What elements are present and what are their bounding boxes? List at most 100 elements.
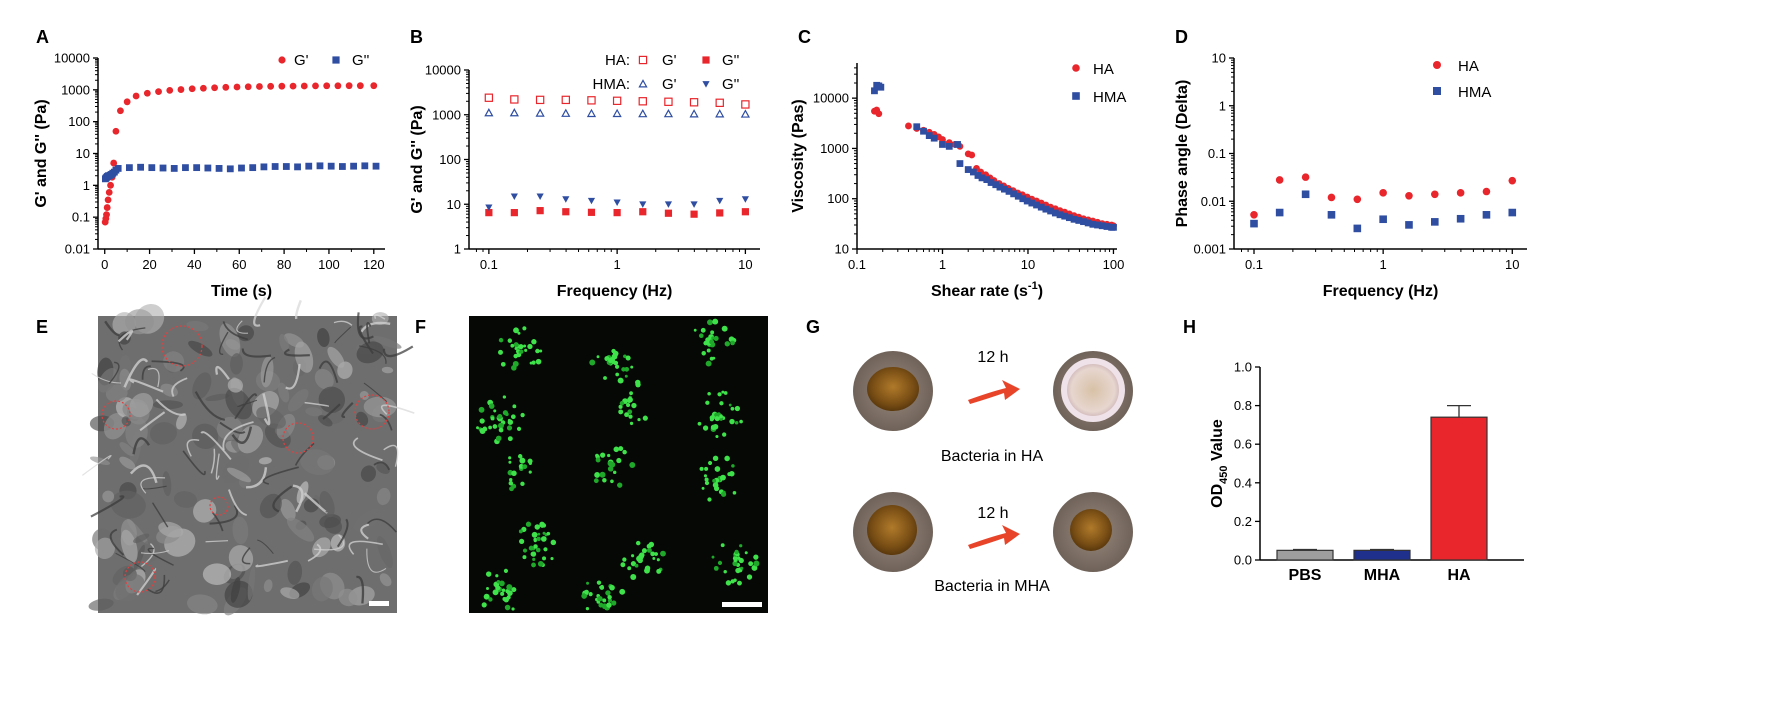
data-point xyxy=(612,96,622,105)
data-point xyxy=(1056,211,1064,219)
y-axis-label: Viscosity (Pas) xyxy=(790,99,807,213)
data-point xyxy=(260,163,268,171)
data-point xyxy=(1094,221,1101,229)
data-point xyxy=(356,82,364,90)
y-tick-label: 100 xyxy=(439,152,461,167)
sem-marker-circle xyxy=(354,394,390,430)
y-tick-label: 10 xyxy=(447,197,461,212)
data-point xyxy=(1084,219,1092,227)
y-tick-label: 10000 xyxy=(813,91,849,106)
data-point xyxy=(536,193,544,200)
legend-label: HMA xyxy=(1093,89,1126,106)
data-point xyxy=(871,87,878,95)
data-point xyxy=(561,108,571,117)
time-label: 12 h xyxy=(977,349,1008,366)
legend-label: HMA: xyxy=(593,76,631,93)
x-tick-label: 10 xyxy=(738,257,752,272)
data-point xyxy=(300,82,308,90)
data-point xyxy=(327,162,335,170)
data-point xyxy=(664,201,673,208)
data-point xyxy=(562,196,570,203)
data-point xyxy=(1051,209,1059,217)
arrow-icon xyxy=(968,380,1020,404)
data-point xyxy=(613,199,621,206)
data-point xyxy=(1023,197,1031,205)
data-point xyxy=(1028,199,1036,207)
data-point xyxy=(361,162,369,170)
data-point xyxy=(312,82,319,90)
bacteria-dishes: 12 h 12 h Bacteria in HA Bacteria in MHA xyxy=(853,349,1133,595)
bar xyxy=(1430,416,1488,561)
data-point xyxy=(690,201,698,208)
chart-panel-c: 10 100 1000 10000 0.1 1 10 100 Viscosity (Pas) Sh… xyxy=(790,61,1126,300)
y-tick-label: 0.01 xyxy=(65,242,90,257)
x-tick-label: 60 xyxy=(232,257,246,272)
caption-mha: Bacteria in MHA xyxy=(934,578,1050,595)
panel-letter-b: B xyxy=(410,27,423,47)
legend-label: G'' xyxy=(722,76,740,93)
data-point xyxy=(689,109,699,118)
x-tick-label: 1 xyxy=(939,257,946,272)
y-tick-label: 0.4 xyxy=(1234,475,1252,490)
sem-image xyxy=(82,296,415,616)
data-point xyxy=(1433,87,1441,95)
data-point xyxy=(689,98,699,107)
x-tick-label: MHA xyxy=(1364,567,1401,584)
data-point xyxy=(664,209,673,217)
x-tick-label: 1 xyxy=(1380,257,1387,272)
y-tick-label: 0.6 xyxy=(1234,437,1252,452)
data-point xyxy=(305,162,313,170)
data-point xyxy=(1001,185,1008,193)
data-point xyxy=(586,108,597,118)
data-point xyxy=(350,162,358,170)
fluorescence-image xyxy=(469,316,768,613)
x-tick-label: 100 xyxy=(318,257,340,272)
data-point xyxy=(987,179,995,186)
y-tick-label: 1 xyxy=(454,242,461,257)
data-point xyxy=(244,83,252,91)
data-point xyxy=(964,166,972,173)
data-point xyxy=(484,93,494,102)
data-point xyxy=(939,141,946,148)
data-point xyxy=(1405,221,1413,229)
y-tick-label: 0.2 xyxy=(1234,514,1252,529)
data-point xyxy=(1061,212,1069,220)
data-point xyxy=(612,108,622,118)
y-tick-label: 10000 xyxy=(54,51,90,66)
data-point xyxy=(1250,219,1258,228)
data-point xyxy=(741,208,749,216)
bar xyxy=(1353,549,1411,561)
data-point xyxy=(716,197,724,205)
panel-letter-g: G xyxy=(806,317,820,337)
data-point xyxy=(561,95,571,105)
data-point xyxy=(193,164,201,172)
data-point xyxy=(974,172,982,179)
legend-label: HA xyxy=(1458,58,1479,75)
data-point xyxy=(1098,222,1106,230)
data-point xyxy=(132,92,140,100)
legend-label: G' xyxy=(662,52,677,69)
data-point xyxy=(370,82,378,90)
data-point xyxy=(1072,64,1080,72)
data-point xyxy=(1275,176,1284,184)
data-point xyxy=(110,159,118,167)
data-point xyxy=(267,82,275,90)
x-tick-label: 0.1 xyxy=(480,257,498,272)
x-axis-label: Shear rate (s-1) xyxy=(931,280,1043,300)
data-point xyxy=(930,134,938,142)
data-point xyxy=(204,164,212,172)
data-point xyxy=(1103,223,1111,230)
panel-letter-d: D xyxy=(1175,27,1188,47)
data-point xyxy=(983,176,991,183)
data-point xyxy=(1019,195,1027,203)
y-tick-label: 100 xyxy=(68,114,90,129)
data-point xyxy=(920,127,927,135)
data-point xyxy=(970,168,977,176)
data-point xyxy=(968,151,976,159)
data-point xyxy=(587,197,596,205)
scale-bar xyxy=(722,602,762,607)
panel-letter-c: C xyxy=(798,27,811,47)
data-point xyxy=(1301,173,1310,181)
x-tick-label: 120 xyxy=(363,257,385,272)
x-tick-label: PBS xyxy=(1289,567,1322,584)
